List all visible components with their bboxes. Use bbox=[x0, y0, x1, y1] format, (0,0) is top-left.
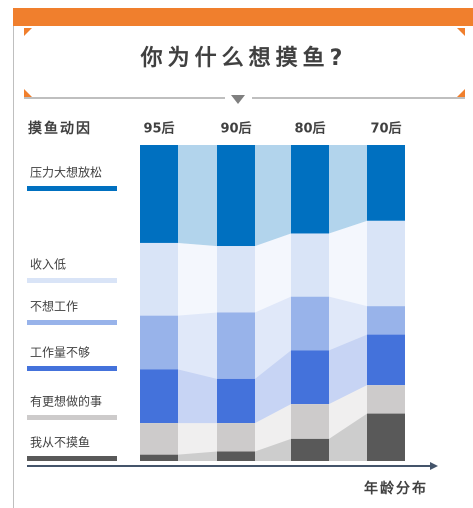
bar-segment bbox=[367, 334, 405, 386]
legend-swatch bbox=[27, 366, 117, 371]
legend-label: 我从不摸鱼 bbox=[30, 436, 90, 450]
flow-band bbox=[255, 350, 291, 424]
flow-band bbox=[178, 312, 217, 379]
bar-segment bbox=[140, 145, 178, 243]
legend-swatch bbox=[27, 456, 117, 461]
legend-title: 摸鱼动因 bbox=[28, 120, 92, 137]
bar-segment bbox=[291, 404, 329, 439]
bar-segment bbox=[140, 369, 178, 424]
flow-band bbox=[255, 145, 291, 247]
corner bbox=[24, 28, 32, 36]
x-tick-label: 80后 bbox=[294, 121, 325, 137]
flow-band bbox=[255, 233, 291, 313]
flow-band bbox=[329, 334, 367, 405]
legend-swatch bbox=[27, 278, 117, 283]
bar-segment bbox=[291, 350, 329, 405]
legend-label: 有更想做的事 bbox=[30, 394, 102, 409]
flow-band bbox=[178, 451, 217, 461]
bar-segment bbox=[217, 423, 255, 452]
bar-segment bbox=[217, 451, 255, 461]
flow-band bbox=[255, 438, 291, 461]
flow-band bbox=[329, 220, 367, 307]
bar-segment bbox=[217, 312, 255, 379]
bar-segment bbox=[217, 246, 255, 313]
flow-band bbox=[178, 423, 217, 455]
flow-band bbox=[329, 296, 367, 351]
x-axis-title: 年龄分布 bbox=[364, 480, 428, 497]
bar-segment bbox=[217, 378, 255, 424]
bar-segment bbox=[367, 413, 405, 461]
bar-segment bbox=[291, 233, 329, 297]
legend-label: 工作量不够 bbox=[30, 346, 90, 360]
flow-band bbox=[178, 242, 217, 316]
divider-arrow bbox=[231, 95, 245, 104]
bar-segment bbox=[367, 145, 405, 221]
x-axis-arrow bbox=[430, 462, 438, 470]
x-tick-label: 95后 bbox=[143, 121, 174, 137]
top-band bbox=[13, 8, 473, 26]
chart-title: 你为什么想摸鱼? bbox=[140, 45, 348, 71]
corner bbox=[457, 89, 465, 97]
legend-label: 不想工作 bbox=[30, 299, 78, 314]
legend-swatch bbox=[27, 186, 117, 191]
flow-band bbox=[329, 385, 367, 439]
flow-band bbox=[329, 145, 367, 234]
legend-label: 压力大想放松 bbox=[30, 165, 102, 180]
flow-band bbox=[178, 369, 217, 424]
bar-segment bbox=[291, 438, 329, 461]
corner bbox=[457, 28, 465, 36]
bar-segment bbox=[140, 454, 178, 461]
flow-band bbox=[329, 413, 367, 461]
flow-band bbox=[178, 145, 217, 247]
legend-label: 收入低 bbox=[30, 258, 66, 272]
corner bbox=[24, 89, 32, 97]
x-tick-label: 70后 bbox=[370, 121, 401, 137]
bar-segment bbox=[291, 145, 329, 234]
bar-segment bbox=[291, 296, 329, 351]
flow-band bbox=[255, 296, 291, 379]
bar-segment bbox=[140, 423, 178, 455]
bar-segment bbox=[367, 306, 405, 335]
bar-segment bbox=[367, 385, 405, 414]
legend-swatch bbox=[27, 320, 117, 325]
flow-band bbox=[255, 404, 291, 452]
bar-segment bbox=[367, 220, 405, 307]
legend-swatch bbox=[27, 415, 117, 420]
bar-segment bbox=[140, 242, 178, 316]
bar-segment bbox=[140, 315, 178, 370]
x-tick-label: 90后 bbox=[220, 121, 251, 137]
bar-segment bbox=[217, 145, 255, 247]
